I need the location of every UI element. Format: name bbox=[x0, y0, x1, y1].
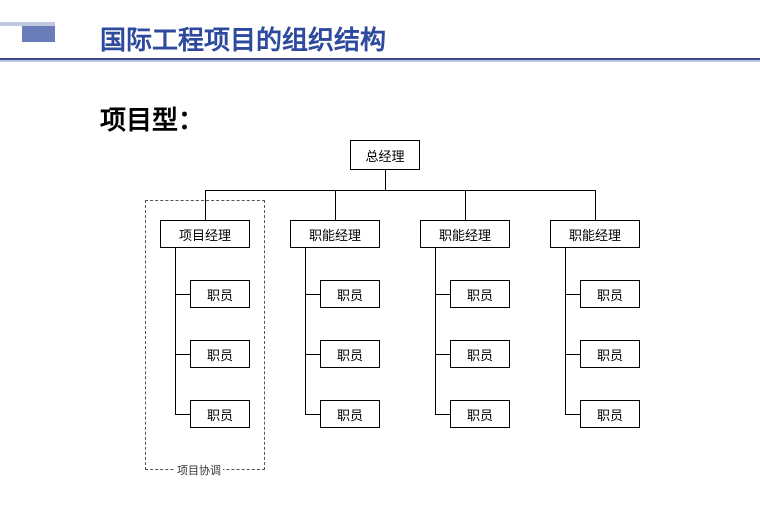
connector-line bbox=[565, 414, 580, 415]
root-node: 总经理 bbox=[350, 140, 420, 170]
connector-line bbox=[205, 190, 595, 191]
connector-line bbox=[305, 294, 320, 295]
connector-line bbox=[565, 354, 580, 355]
project-coordination-label: 项目协调 bbox=[175, 462, 223, 478]
connector-line bbox=[565, 294, 580, 295]
subtitle: 项目型： bbox=[100, 100, 204, 137]
connector-line bbox=[465, 190, 466, 220]
connector-line bbox=[305, 248, 306, 414]
connector-line bbox=[305, 354, 320, 355]
manager-node-1: 职能经理 bbox=[290, 220, 380, 248]
connector-line bbox=[335, 190, 336, 220]
connector-line bbox=[435, 294, 450, 295]
staff-node-1-0: 职员 bbox=[320, 280, 380, 308]
staff-node-1-1: 职员 bbox=[320, 340, 380, 368]
page-title: 国际工程项目的组织结构 bbox=[100, 20, 386, 57]
manager-node-3: 职能经理 bbox=[550, 220, 640, 248]
connector-line bbox=[565, 248, 566, 414]
manager-node-2: 职能经理 bbox=[420, 220, 510, 248]
staff-node-2-1: 职员 bbox=[450, 340, 510, 368]
staff-node-3-0: 职员 bbox=[580, 280, 640, 308]
connector-line bbox=[435, 354, 450, 355]
header-decoration bbox=[0, 22, 75, 54]
staff-node-1-2: 职员 bbox=[320, 400, 380, 428]
connector-line bbox=[305, 414, 320, 415]
project-coordination-box bbox=[145, 200, 265, 470]
org-chart: 总经理项目经理职能经理职能经理职能经理职员职员职员职员职员职员职员职员职员职员职… bbox=[130, 140, 670, 500]
staff-node-3-2: 职员 bbox=[580, 400, 640, 428]
connector-line bbox=[595, 190, 596, 220]
connector-line bbox=[435, 248, 436, 414]
connector-line bbox=[385, 170, 386, 190]
connector-line bbox=[435, 414, 450, 415]
staff-node-2-0: 职员 bbox=[450, 280, 510, 308]
staff-node-3-1: 职员 bbox=[580, 340, 640, 368]
staff-node-2-2: 职员 bbox=[450, 400, 510, 428]
